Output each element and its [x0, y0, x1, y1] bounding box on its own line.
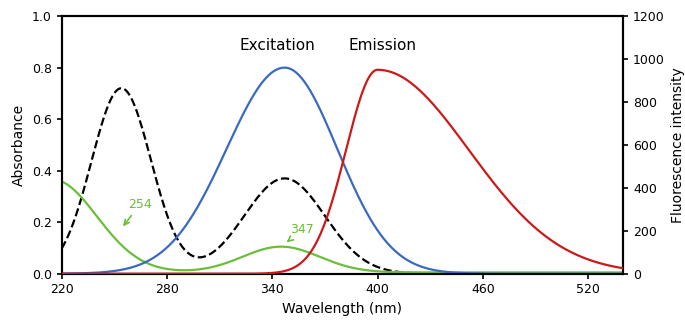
Text: 254: 254 — [124, 198, 152, 225]
Y-axis label: Fluorescence intensity: Fluorescence intensity — [671, 67, 684, 223]
X-axis label: Wavelength (nm): Wavelength (nm) — [282, 302, 403, 316]
Text: Emission: Emission — [349, 38, 417, 53]
Y-axis label: Absorbance: Absorbance — [12, 104, 26, 186]
Text: Excitation: Excitation — [240, 38, 315, 53]
Text: 347: 347 — [288, 223, 314, 241]
